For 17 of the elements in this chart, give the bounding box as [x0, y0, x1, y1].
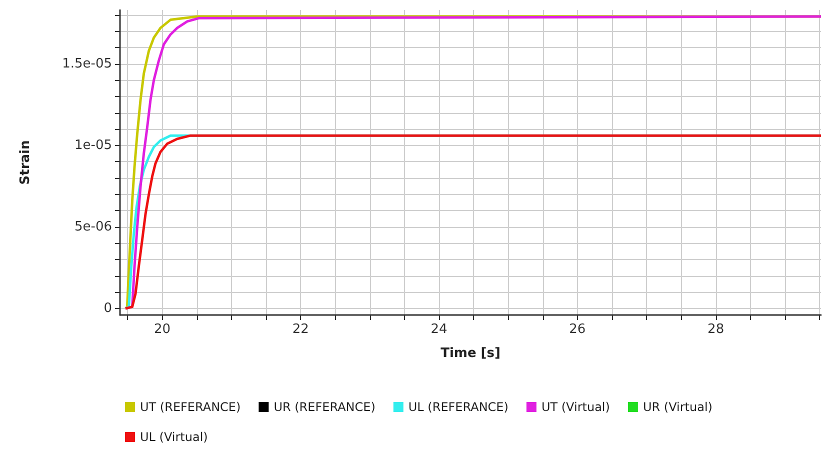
- legend-label: UL (REFERANCE): [408, 400, 508, 414]
- x-tick-label: 24: [430, 322, 448, 337]
- y-tick-label: 5e-06: [74, 219, 112, 234]
- y-tick-label: 0: [104, 300, 112, 316]
- x-tick-label: 22: [292, 322, 309, 337]
- x-tick-label: 28: [708, 322, 724, 337]
- legend-label: UL (Virtual): [140, 430, 208, 444]
- legend-label: UT (REFERANCE): [140, 400, 241, 414]
- legend-label: UT (Virtual): [541, 400, 610, 414]
- y-tick-label: 1.5e-05: [62, 56, 112, 72]
- legend-label: UR (REFERANCE): [274, 400, 376, 414]
- x-tick-label: 20: [154, 322, 170, 337]
- x-tick-label: 26: [569, 322, 586, 337]
- y-axis-title: Strain: [18, 140, 33, 185]
- x-axis-title: Time [s]: [440, 346, 500, 361]
- y-tick-label: 1e-05: [74, 138, 112, 153]
- legend-label: UR (Virtual): [642, 400, 712, 414]
